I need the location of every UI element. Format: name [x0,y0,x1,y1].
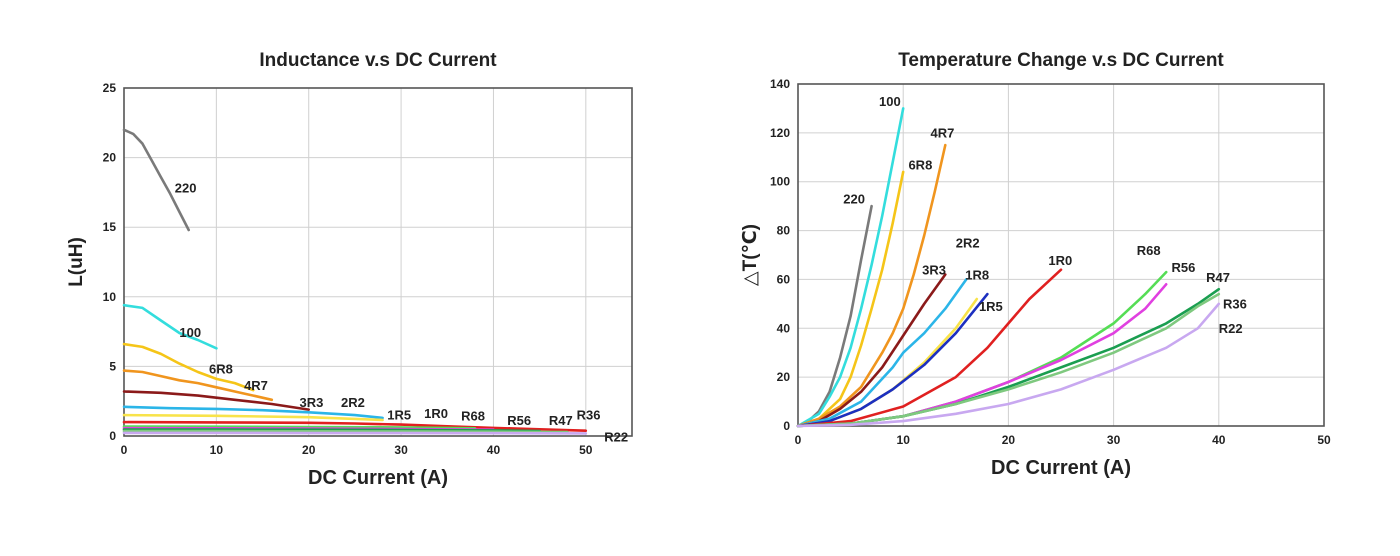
series-label-6r8: 6R8 [908,158,932,173]
series-label-r56: R56 [507,413,531,428]
series-line-1r0 [796,268,1063,428]
inductance-chart: 0 10 20 30 40 50 0 5 10 15 20 25 Inductance v.s DC C… [66,50,633,489]
series-line-100 [796,107,905,428]
series-line-2r2 [796,278,968,428]
series-line-3r3 [122,390,311,411]
y-tick-label: 10 [103,290,117,304]
x-tick-label: 50 [579,443,593,457]
series-label-r22: R22 [1219,321,1243,336]
series-label-3r3: 3R3 [299,395,323,410]
x-axis-label: DC Current (A) [991,457,1131,479]
chart-title: Inductance v.s DC Current [259,50,497,71]
series-label-2r2: 2R2 [956,236,980,251]
series-label-1r0: 1R0 [1048,253,1072,268]
series-line-4r7 [796,143,947,428]
series-line-r36 [796,292,1221,428]
series-label-100: 100 [179,325,201,340]
series-label-1r5: 1R5 [979,299,1003,314]
x-tick-label: 0 [121,443,128,457]
x-tick-label: 50 [1317,433,1331,447]
series-line-6r8 [122,342,255,392]
series-line-r22 [796,302,1221,428]
series-line-r22 [122,431,588,435]
x-tick-label: 10 [210,443,224,457]
series-line-1r8 [796,297,979,428]
series-label-1r5: 1R5 [387,407,411,422]
y-tick-label: 100 [770,175,790,189]
y-tick-label: 5 [109,359,116,373]
y-axis-label: △T(℃) [740,224,761,286]
temperature-chart: 0 10 20 30 40 50 0 20 40 60 80 100 120 140 Temperature… [740,50,1331,479]
x-tick-label: 10 [897,433,911,447]
series-line-r68 [122,425,477,430]
series-label-r68: R68 [461,409,485,424]
y-tick-label: 25 [103,81,117,95]
plot-frame [797,83,1325,427]
y-tick-label: 20 [777,370,791,384]
x-tick-label: 30 [394,443,408,457]
series-line-2r2 [122,405,384,420]
series-label-220: 220 [175,180,197,195]
x-axis-label: DC Current (A) [308,467,448,489]
y-tick-label: 0 [783,419,790,433]
y-tick-label: 40 [777,321,791,335]
y-axis-label: L(uH) [66,237,87,287]
series-label-r36: R36 [1223,297,1247,312]
series-line-1r5 [122,413,384,422]
x-tick-label: 30 [1107,433,1121,447]
chart-title: Temperature Change v.s DC Current [898,50,1224,71]
series-label-100: 100 [879,94,901,109]
x-tick-label: 40 [1212,433,1226,447]
series-label-r47: R47 [549,413,573,428]
x-tick-label: 40 [487,443,501,457]
plot-frame [123,87,633,437]
y-tick-label: 0 [109,429,116,443]
y-tick-label: 140 [770,77,790,91]
series-label-4r7: 4R7 [244,378,268,393]
y-tick-label: 15 [103,220,117,234]
series-group: 220 100 6R8 4R7 3R3 2R2 1R8 1R5 1R0 R68 R56 R47 R36 R… [796,94,1247,428]
x-tick-label: 0 [795,433,802,447]
series-line-220 [122,128,190,232]
series-label-r47: R47 [1206,270,1230,285]
series-label-1r0: 1R0 [424,406,448,421]
series-label-r56: R56 [1171,260,1195,275]
series-line-1r0 [122,420,588,433]
x-tick-label: 20 [302,443,316,457]
series-line-100 [122,303,218,350]
y-tick-label: 120 [770,126,790,140]
series-label-220: 220 [843,192,865,207]
series-label-r68: R68 [1137,243,1161,258]
series-label-6r8: 6R8 [209,361,233,376]
series-label-r22: R22 [604,430,628,445]
y-tick-label: 80 [777,224,791,238]
series-line-4r7 [122,369,274,402]
series-line-1r5 [796,292,989,428]
series-line-6r8 [796,170,905,428]
series-label-2r2: 2R2 [341,395,365,410]
series-line-r36 [122,429,569,434]
series-label-r36: R36 [577,407,601,422]
x-tick-label: 20 [1002,433,1016,447]
series-label-4r7: 4R7 [931,126,955,141]
y-tick-label: 60 [777,272,791,286]
y-tick-label: 20 [103,151,117,165]
series-label-1r8: 1R8 [965,267,989,282]
series-label-3r3: 3R3 [922,263,946,278]
